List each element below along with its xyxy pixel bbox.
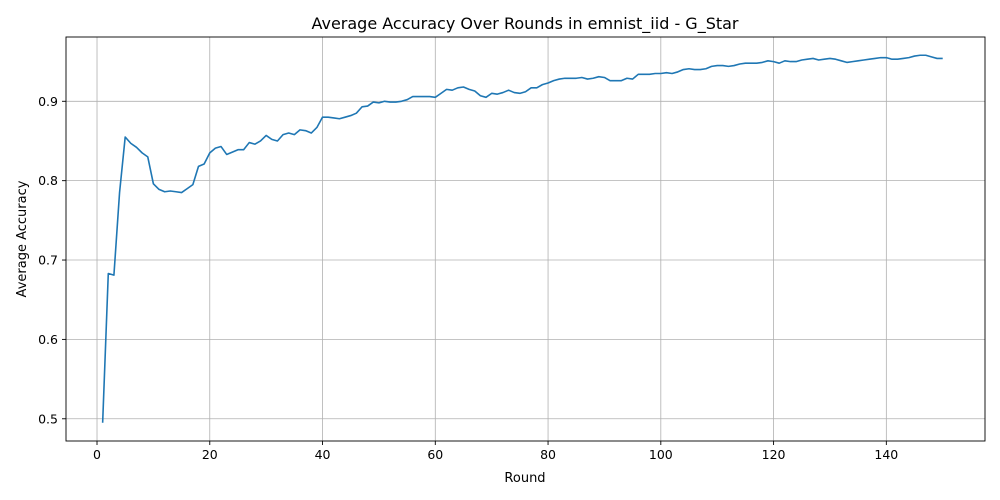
x-tick-label: 120 — [762, 447, 786, 462]
plot-area-frame — [65, 36, 986, 442]
y-tick-label: 0.8 — [38, 173, 58, 188]
y-axis-ticks: 0.5 0.6 0.7 0.8 0.9 — [38, 94, 66, 426]
grid-lines — [66, 37, 985, 441]
y-tick-label: 0.5 — [38, 411, 58, 426]
x-tick-label: 0 — [93, 447, 101, 462]
y-axis-label: Average Accuracy — [15, 180, 30, 297]
x-axis-label: Round — [504, 471, 545, 486]
chart-title: Average Accuracy Over Rounds in emnist_i… — [311, 14, 738, 34]
x-axis-ticks: 0 20 40 60 80 100 120 140 — [93, 441, 898, 462]
y-tick-label: 0.6 — [38, 332, 58, 347]
x-tick-label: 80 — [540, 447, 556, 462]
x-tick-label: 140 — [874, 447, 898, 462]
x-tick-label: 100 — [649, 447, 673, 462]
y-tick-label: 0.9 — [38, 94, 58, 109]
accuracy-series-line — [101, 54, 943, 423]
y-tick-label: 0.7 — [38, 253, 58, 268]
x-tick-label: 60 — [427, 447, 443, 462]
x-tick-label: 20 — [202, 447, 218, 462]
x-tick-label: 40 — [315, 447, 331, 462]
